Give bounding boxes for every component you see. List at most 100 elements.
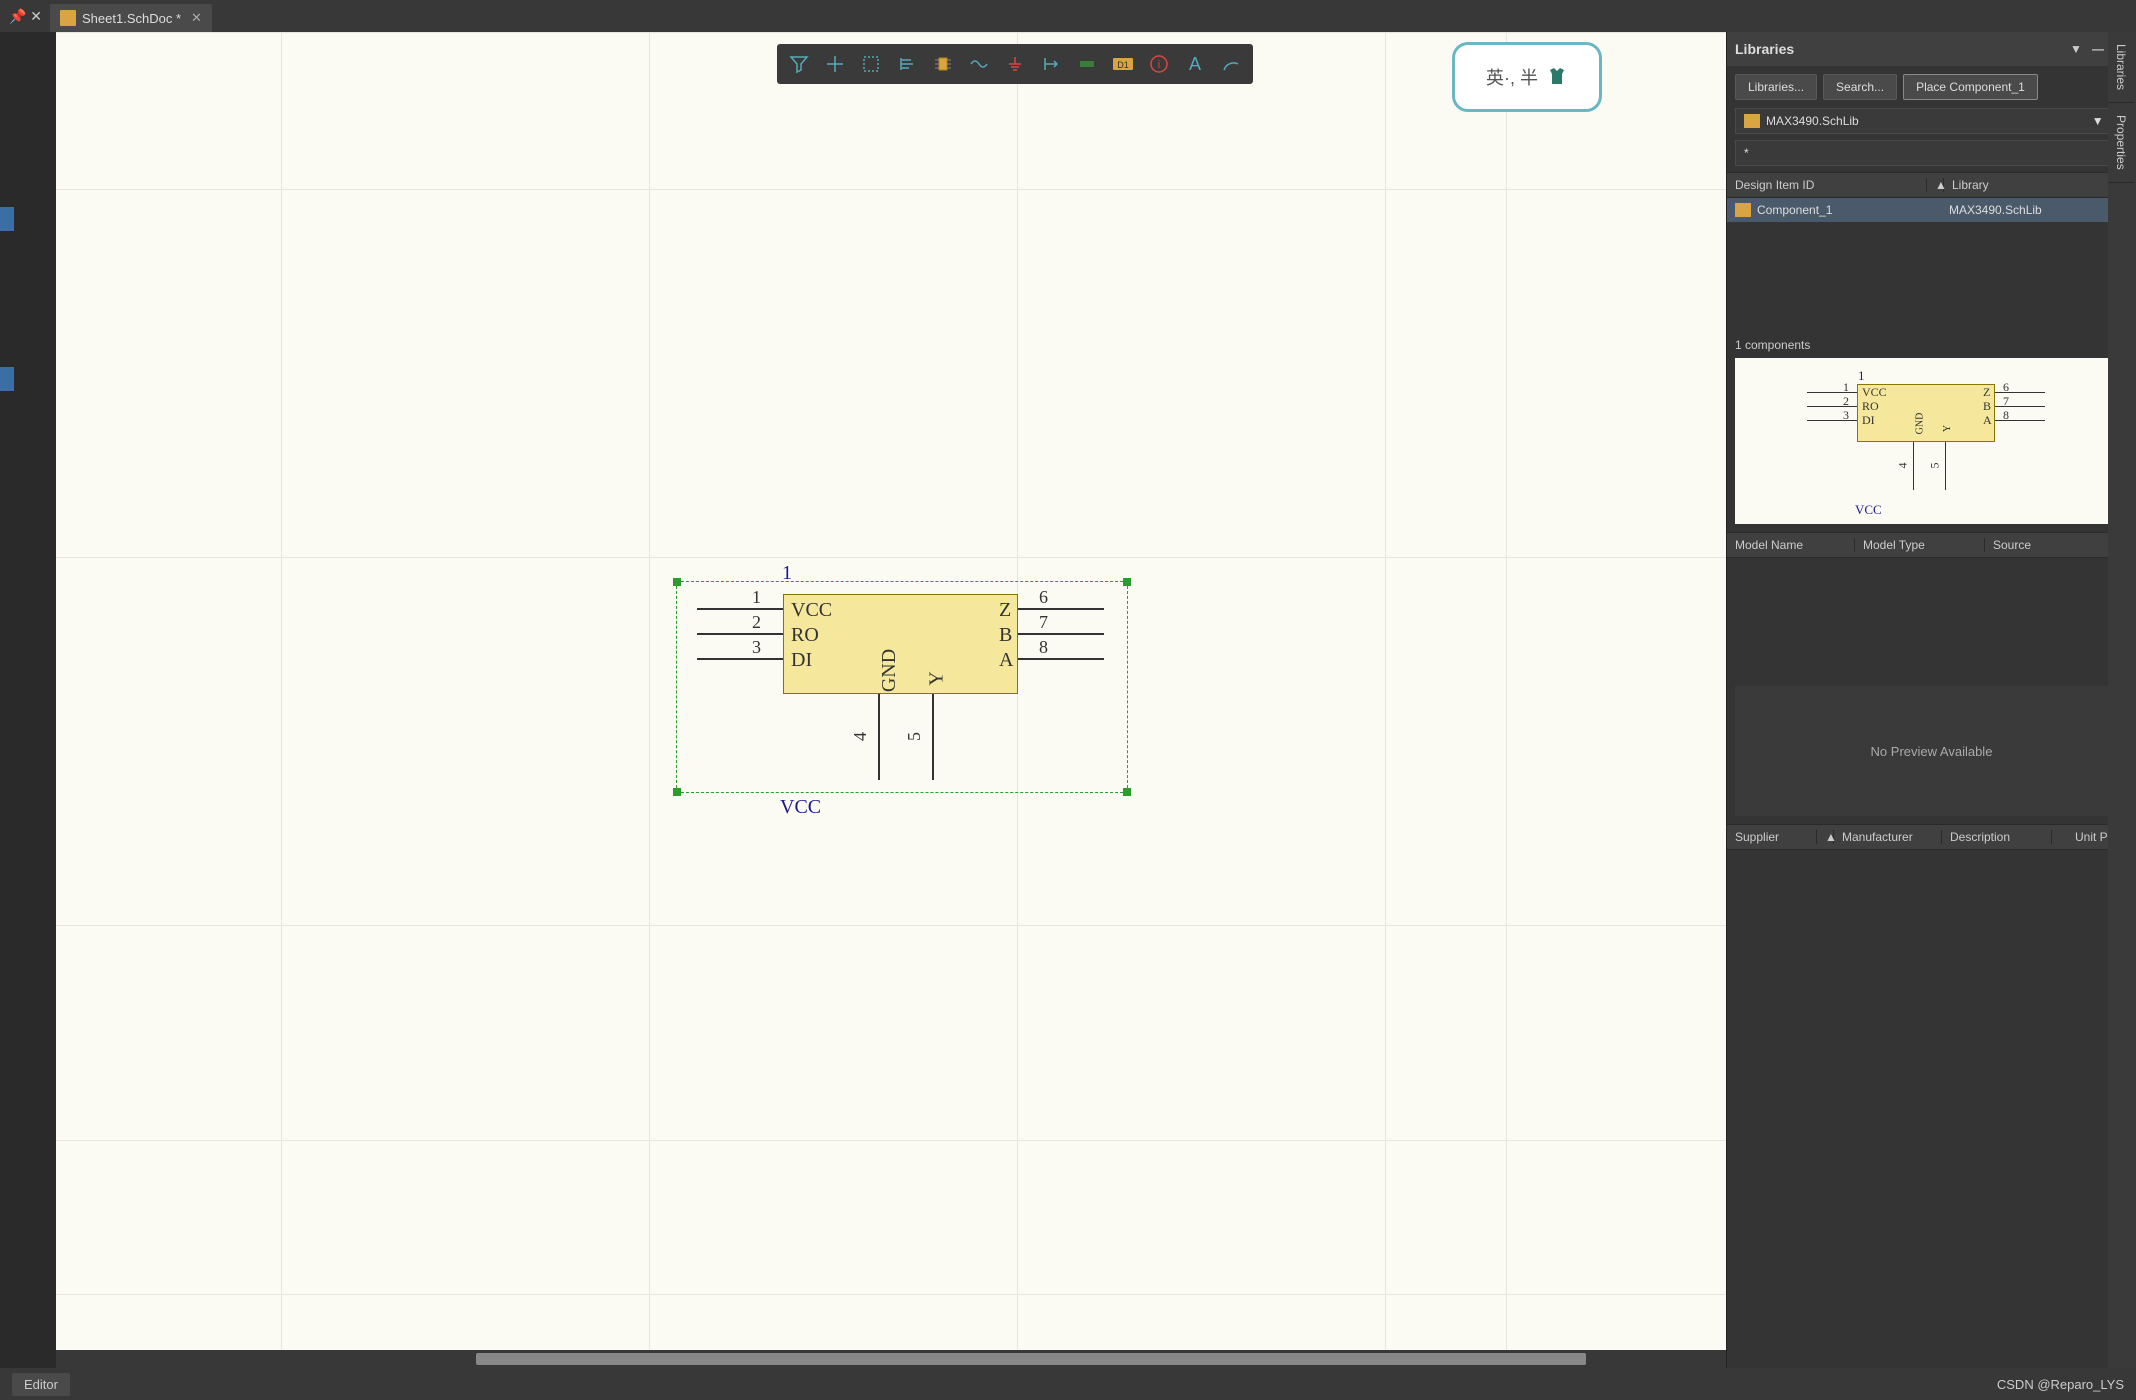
resize-handle[interactable] — [1123, 578, 1131, 586]
pin[interactable] — [697, 633, 783, 635]
bus-icon[interactable] — [963, 48, 995, 80]
pin-number: 8 — [1039, 637, 1048, 658]
pin-number: 1 — [752, 587, 761, 608]
pv-pin-num: 1 — [1843, 380, 1849, 395]
library-select[interactable]: MAX3490.SchLib ▼ ⋯ — [1735, 108, 2128, 134]
pv-pin-label: GND — [1914, 413, 1925, 435]
select-rect-icon[interactable] — [855, 48, 887, 80]
pin-number: 5 — [904, 732, 925, 741]
pin-label: GND — [878, 649, 901, 692]
pin[interactable] — [697, 608, 783, 610]
col-model-type[interactable]: Model Type — [1855, 538, 1985, 552]
resize-handle[interactable] — [673, 788, 681, 796]
minimize-icon[interactable]: — — [2090, 41, 2106, 57]
component-value[interactable]: VCC — [780, 796, 821, 819]
marker[interactable] — [0, 367, 14, 391]
libraries-panel: Libraries ▼ — ✕ Libraries... Search... P… — [1726, 32, 2136, 1368]
scrollbar-thumb[interactable] — [476, 1353, 1586, 1365]
col-design-item-id[interactable]: Design Item ID — [1727, 178, 1927, 192]
pv-pin-num: 8 — [2003, 408, 2009, 423]
grid — [281, 32, 282, 1350]
ime-text: 英·, 半 — [1486, 64, 1538, 90]
pin[interactable] — [1018, 658, 1104, 660]
no-preview-box: No Preview Available — [1735, 686, 2128, 816]
col-manufacturer[interactable]: Manufacturer — [1834, 830, 1942, 844]
search-button[interactable]: Search... — [1823, 74, 1897, 100]
designator[interactable]: 1 — [782, 562, 792, 585]
pin[interactable] — [697, 658, 783, 660]
tab-libraries[interactable]: Libraries — [2108, 32, 2134, 103]
extra-area — [1727, 970, 2136, 1368]
svg-text:D1: D1 — [1117, 60, 1129, 70]
dropdown-icon[interactable]: ▼ — [2068, 41, 2084, 57]
grid — [56, 1140, 1726, 1141]
component-icon — [1735, 203, 1751, 217]
component-list-area — [1727, 222, 2136, 332]
pv-pin — [1807, 420, 1857, 421]
libraries-button[interactable]: Libraries... — [1735, 74, 1817, 100]
selected-library: MAX3490.SchLib — [1766, 114, 1859, 128]
document-tab[interactable]: Sheet1.SchDoc * ✕ — [50, 4, 212, 32]
supplier-table-header: Supplier ▲ Manufacturer Description Unit… — [1727, 824, 2136, 850]
arc-icon[interactable] — [1215, 48, 1247, 80]
horizontal-scrollbar[interactable] — [56, 1350, 1726, 1368]
tab-pin-icon[interactable]: 📌 ✕ — [0, 0, 50, 32]
pin[interactable] — [1018, 608, 1104, 610]
info-icon[interactable]: i — [1143, 48, 1175, 80]
pin-label: Z — [999, 599, 1011, 622]
pv-value: VCC — [1855, 502, 1882, 518]
pin-number: 3 — [752, 637, 761, 658]
ime-indicator[interactable]: 英·, 半 — [1452, 42, 1602, 112]
ground-icon[interactable] — [999, 48, 1031, 80]
pv-pin-num: 7 — [2003, 394, 2009, 409]
pin[interactable] — [1018, 633, 1104, 635]
component-row[interactable]: Component_1 MAX3490.SchLib — [1727, 198, 2136, 222]
tab-close-icon[interactable]: ✕ — [191, 10, 202, 26]
text-icon[interactable]: A — [1179, 48, 1211, 80]
filter-icon[interactable] — [783, 48, 815, 80]
grid — [1506, 32, 1507, 1350]
pv-pin-label: DI — [1862, 413, 1875, 428]
component-table-header: Design Item ID ▲ Library — [1727, 172, 2136, 198]
component-preview[interactable]: 1 1 VCC 2 RO 3 DI 6 Z 7 B 8 — [1735, 358, 2128, 524]
editor-button[interactable]: Editor — [12, 1373, 70, 1396]
col-description[interactable]: Description — [1942, 830, 2052, 844]
net-label-icon[interactable]: D1 — [1107, 48, 1139, 80]
sort-icon[interactable]: ▲ — [1927, 178, 1944, 192]
pin-number: 7 — [1039, 612, 1048, 633]
component-lib: MAX3490.SchLib — [1941, 203, 2136, 217]
schematic-canvas[interactable]: 1 1 VCC 2 RO 3 DI 6 Z 7 B 8 A 4 — [56, 32, 1726, 1350]
no-preview-text: No Preview Available — [1871, 744, 1993, 759]
canvas-wrap: 1 1 VCC 2 RO 3 DI 6 Z 7 B 8 A 4 — [32, 32, 1726, 1368]
pin-number: 4 — [850, 732, 871, 741]
col-supplier[interactable]: Supplier — [1727, 830, 1817, 844]
pin-label: B — [999, 624, 1012, 647]
tab-properties[interactable]: Properties — [2108, 103, 2134, 183]
resize-handle[interactable] — [1123, 788, 1131, 796]
grid — [1385, 32, 1386, 1350]
pin-number: 2 — [752, 612, 761, 633]
ic-icon[interactable] — [927, 48, 959, 80]
sort-icon[interactable]: ▲ — [1817, 830, 1834, 844]
pv-pin-label: A — [1983, 413, 1992, 428]
filter-select[interactable]: * ▼ — [1735, 140, 2128, 166]
grid — [56, 32, 1726, 33]
grid — [56, 557, 1726, 558]
status-bar: Editor CSDN @Reparo_LYS — [0, 1368, 2136, 1400]
pv-pin — [1807, 392, 1857, 393]
pin[interactable] — [932, 694, 934, 780]
side-tabs: Libraries Properties — [2108, 32, 2136, 1368]
measure-icon[interactable] — [1035, 48, 1067, 80]
align-icon[interactable] — [891, 48, 923, 80]
pin[interactable] — [878, 694, 880, 780]
place-component-button[interactable]: Place Component_1 — [1903, 74, 2038, 100]
col-model-name[interactable]: Model Name — [1727, 538, 1855, 552]
pv-pin-num: 2 — [1843, 394, 1849, 409]
crosshair-icon[interactable] — [819, 48, 851, 80]
connector-icon[interactable] — [1071, 48, 1103, 80]
lib-icon — [1744, 114, 1760, 128]
tab-bar: 📌 ✕ Sheet1.SchDoc * ✕ — [0, 0, 2136, 32]
pv-pin-label: Z — [1983, 385, 1990, 400]
resize-handle[interactable] — [673, 578, 681, 586]
marker[interactable] — [0, 207, 14, 231]
